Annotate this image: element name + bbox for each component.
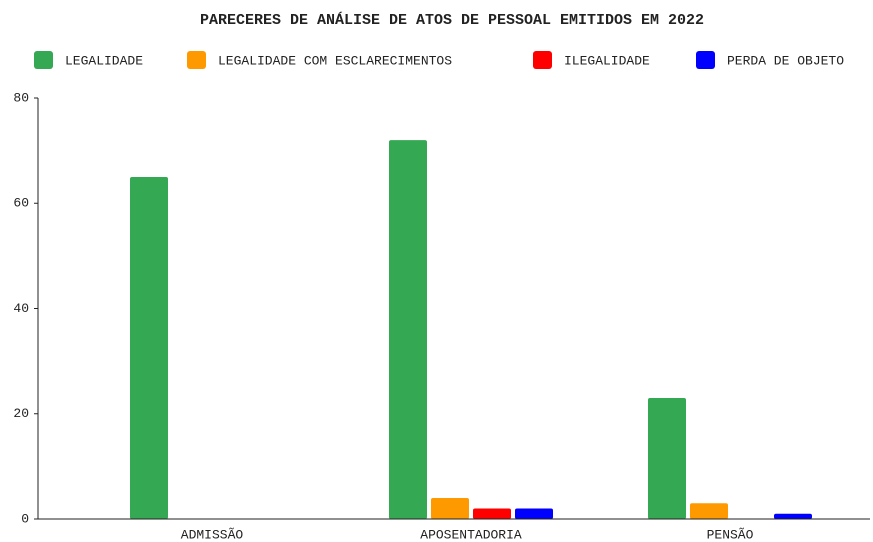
y-tick-label: 40 — [13, 301, 29, 316]
x-tick-label: ADMISSÃO — [181, 527, 244, 542]
x-tick-label: PENSÃO — [707, 527, 754, 542]
y-tick-label: 0 — [21, 511, 29, 526]
legend-label: PERDA DE OBJETO — [727, 53, 844, 68]
legend-label: ILEGALIDADE — [564, 53, 650, 68]
y-tick-label: 80 — [13, 90, 29, 105]
legend-swatch — [696, 51, 715, 69]
legend-swatch — [533, 51, 552, 69]
legend-swatch — [187, 51, 206, 69]
y-tick-label: 20 — [13, 406, 29, 421]
legend-swatch — [34, 51, 53, 69]
y-tick-label: 60 — [13, 196, 29, 211]
bar — [473, 508, 511, 519]
legend-label: LEGALIDADE — [65, 53, 143, 68]
x-tick-label: APOSENTADORIA — [420, 527, 522, 542]
bar — [431, 497, 469, 519]
bar — [389, 140, 427, 519]
bar — [690, 503, 728, 519]
bar — [648, 397, 686, 519]
bar — [774, 513, 812, 519]
chart-title: PARECERES DE ANÁLISE DE ATOS DE PESSOAL … — [200, 11, 704, 29]
legend-label: LEGALIDADE COM ESCLARECIMENTOS — [218, 53, 452, 68]
bar — [515, 508, 553, 519]
bar — [130, 176, 168, 519]
